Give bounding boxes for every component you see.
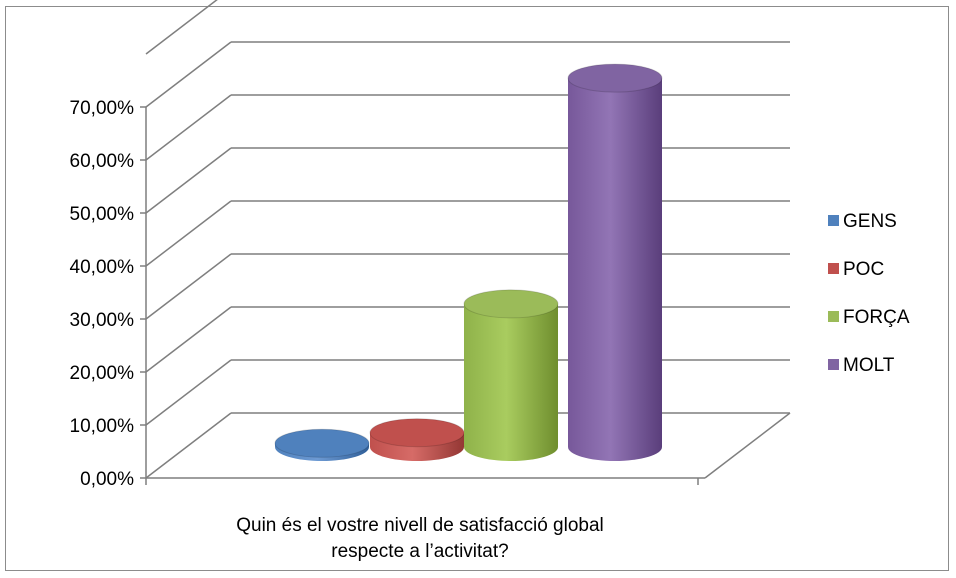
y-tick-label: 60,00%: [70, 151, 135, 172]
y-tick-label: 40,00%: [70, 257, 135, 278]
side-gridline: [145, 200, 232, 267]
y-tick-label: 50,00%: [70, 204, 135, 225]
side-gridline: [145, 253, 232, 320]
legend: GENS POC FORÇA MOLT: [828, 211, 910, 376]
bar-top: [567, 63, 663, 93]
y-tick-label: 10,00%: [70, 416, 135, 437]
floor-right-edge: [704, 412, 791, 479]
bar-gens: [274, 428, 370, 461]
bar-poc: [369, 418, 465, 461]
bar-top: [463, 289, 559, 319]
y-tick-label: 20,00%: [70, 363, 135, 384]
y-tick-label: 30,00%: [70, 310, 135, 331]
bars-layer: [274, 63, 663, 462]
legend-label-força: FORÇA: [843, 307, 910, 328]
bar-body: [464, 303, 558, 461]
bar-força: [463, 289, 559, 461]
y-tick-label: 0,00%: [80, 469, 134, 490]
bar-top: [369, 418, 465, 448]
side-gridline: [145, 412, 232, 479]
legend-label-poc: POC: [843, 259, 884, 280]
y-tick-label: 70,00%: [70, 98, 135, 119]
bar-top: [274, 428, 370, 458]
side-gridline: [145, 306, 232, 373]
chart-frame: [5, 6, 949, 571]
legend-swatch-força: [828, 311, 839, 322]
side-gridline: [145, 0, 218, 55]
side-gridline: [145, 147, 232, 214]
side-gridline: [145, 359, 232, 426]
labels-layer: Quin és el vostre nivell de satisfacció …: [236, 515, 604, 562]
side-gridline: [145, 41, 232, 108]
legend-swatch-poc: [828, 263, 839, 274]
x-axis-label-line-2: respecte a l’activitat?: [331, 541, 508, 562]
legend-label-molt: MOLT: [843, 355, 895, 376]
x-axis-label-line-1: Quin és el vostre nivell de satisfacció …: [236, 515, 604, 536]
legend-swatch-molt: [828, 359, 839, 370]
bar-molt: [567, 63, 663, 462]
side-gridline: [145, 94, 232, 161]
legend-label-gens: GENS: [843, 211, 897, 232]
legend-swatch-gens: [828, 215, 839, 226]
axes-layer: 0,00% 10,00% 20,00% 30,00% 40,00% 50,00% 60,00…: [70, 0, 791, 490]
bar-body: [568, 78, 662, 462]
